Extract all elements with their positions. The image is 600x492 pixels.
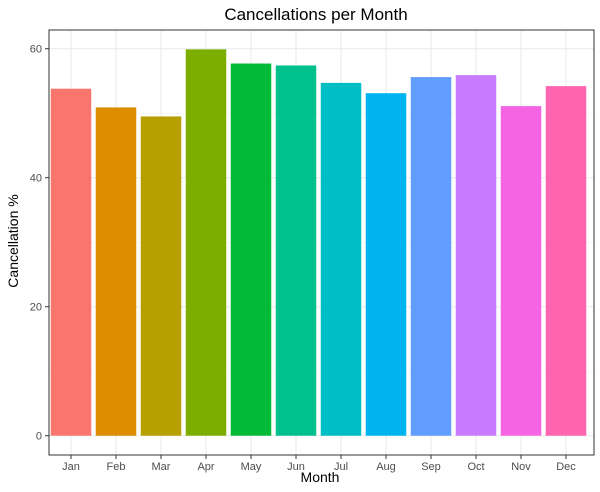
bar-nov (500, 106, 542, 436)
x-tick-label: May (241, 461, 262, 473)
x-tick-label: Sep (421, 461, 441, 473)
bar-feb (95, 107, 137, 436)
x-axis-ticks: Jan Feb Mar Apr May Jun Jul Aug Sep Oct Nov Dec (62, 455, 576, 473)
y-tick-label: 60 (30, 44, 42, 56)
x-tick-label: Jul (334, 461, 348, 473)
chart-title: Cancellations per Month (224, 5, 407, 24)
panel-border (48, 29, 595, 456)
y-tick-label: 0 (36, 431, 42, 443)
y-tick-label: 20 (30, 302, 42, 314)
bar-oct (455, 75, 497, 436)
y-axis-title: Cancellation % (5, 194, 21, 287)
x-tick-label: Feb (107, 461, 126, 473)
x-tick-label: Nov (511, 461, 531, 473)
x-tick-label: Jan (62, 461, 80, 473)
x-tick-label: Dec (556, 461, 576, 473)
bar-aug (365, 93, 407, 436)
x-tick-label: Mar (152, 461, 171, 473)
x-tick-label: Apr (197, 461, 214, 473)
bar-may (230, 63, 272, 436)
bar-jun (275, 65, 317, 436)
x-tick-label: Jun (287, 461, 305, 473)
y-tick-label: 40 (30, 173, 42, 185)
bar-sep (410, 77, 452, 436)
x-axis-title: Month (301, 469, 340, 485)
bar-jan (50, 88, 92, 436)
bar-dec (545, 86, 587, 436)
bars (50, 49, 587, 436)
x-tick-label: Oct (467, 461, 484, 473)
bar-jul (320, 82, 362, 436)
bar-apr (185, 49, 227, 436)
y-axis-ticks: 0 20 40 60 (30, 44, 49, 443)
bar-mar (140, 116, 182, 436)
x-tick-label: Aug (376, 461, 396, 473)
